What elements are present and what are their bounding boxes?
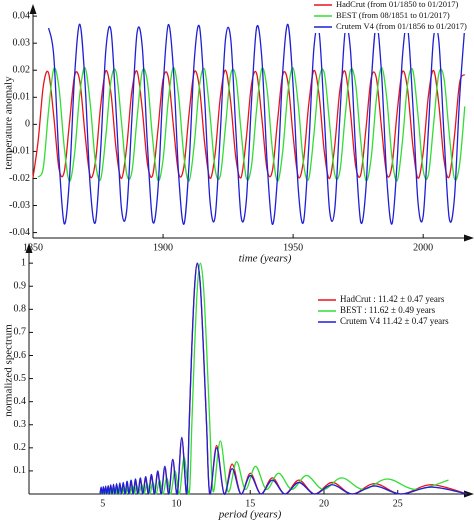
x-tick-label: 25 [393, 498, 403, 509]
y-tick-label: 0.01 [13, 92, 31, 103]
legend-label: HadCrut : 11.42 ± 0.47 years [340, 294, 445, 304]
x-tick-label: 10 [171, 498, 181, 509]
y-tick-label: 0.2 [14, 442, 27, 453]
series-line [100, 262, 449, 495]
x-tick-label: 20 [319, 498, 329, 509]
y-tick-label: -0.01 [9, 146, 30, 157]
x-axis-arrow [464, 490, 474, 498]
y-tick-label: 1 [21, 257, 26, 268]
y-axis-label: normalized spectrum [3, 324, 15, 417]
y-axis-arrow [25, 243, 33, 253]
y-tick-label: 0.02 [13, 65, 31, 76]
x-axis-label: time (years) [239, 253, 292, 265]
y-axis-label: temperature anomaly [3, 76, 15, 170]
y-tick-label: 0.4 [14, 396, 27, 407]
y-tick-label: 0.3 [14, 419, 27, 430]
y-tick-label: 0.04 [13, 10, 31, 21]
x-tick-label: 5 [100, 498, 105, 509]
series-line [37, 66, 466, 182]
x-tick-label: 1900 [153, 242, 173, 253]
legend-label: Crutem V4 (from 01/1856 to 01/2017) [336, 21, 467, 31]
y-tick-label: 0.5 [14, 373, 27, 384]
series-line [99, 262, 468, 495]
x-axis-arrow [464, 234, 474, 242]
legend-label: HadCrut (from 01/1850 to 01/2017) [336, 0, 458, 9]
series-line [47, 23, 466, 225]
y-tick-label: -0.03 [9, 200, 30, 211]
legend-box [310, 0, 474, 33]
y-tick-label: 0.7 [14, 327, 27, 338]
legend-label: Crutem V4 11.42 ± 0.47 years [340, 316, 449, 326]
x-tick-label: 1950 [283, 242, 303, 253]
x-tick-label: 2000 [413, 242, 433, 253]
y-tick-label: 0.03 [13, 37, 31, 48]
x-tick-label: 15 [245, 498, 255, 509]
y-tick-label: 0.9 [14, 281, 27, 292]
legend-label: BEST : 11.62 ± 0.49 years [340, 305, 436, 315]
y-tick-label: 0 [25, 119, 30, 130]
y-axis-arrow [29, 4, 37, 14]
x-tick-label: 1850 [23, 242, 43, 253]
y-tick-label: 0.1 [14, 465, 27, 476]
y-tick-label: 0.8 [14, 304, 27, 315]
y-tick-label: -0.02 [9, 173, 30, 184]
x-axis-label: period (years) [218, 509, 282, 521]
legend-label: BEST (from 08/1851 to 01/2017) [336, 10, 450, 20]
y-tick-label: 0.6 [14, 350, 27, 361]
y-tick-label: -0.04 [9, 227, 30, 238]
